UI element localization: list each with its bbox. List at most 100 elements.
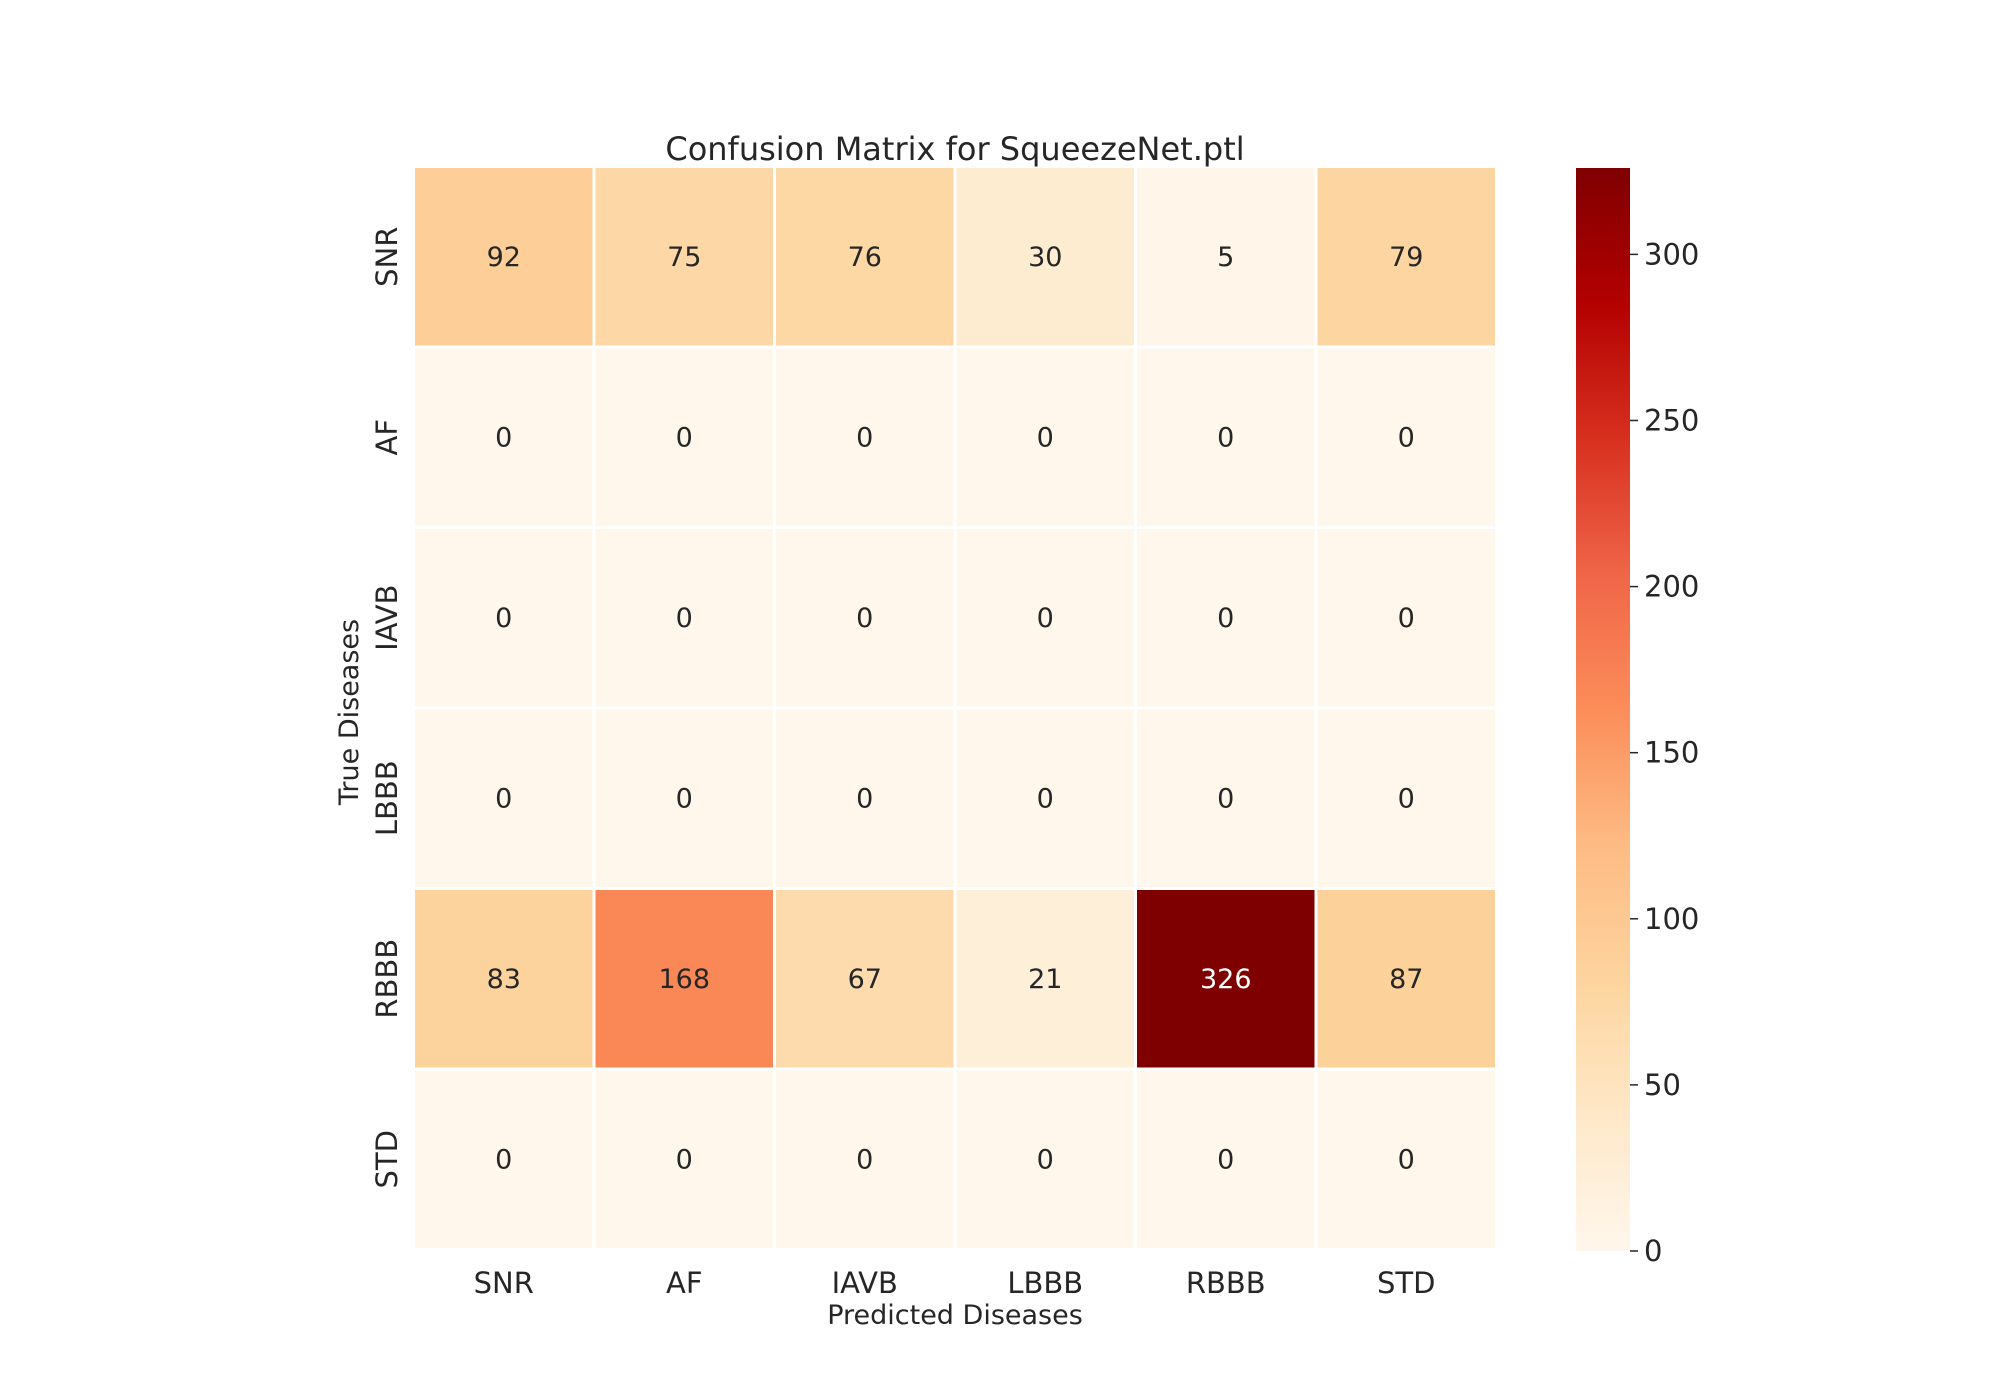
colorbar-tick-label: 200 (1644, 570, 1699, 604)
x-tick-label: RBBB (1186, 1266, 1266, 1300)
cell-value-label: 0 (856, 1144, 873, 1175)
x-tick-label: SNR (474, 1266, 534, 1300)
y-tick-label: LBBB (370, 760, 404, 836)
cell-value-label: 168 (658, 964, 710, 995)
cell-value-label: 0 (1398, 603, 1415, 634)
x-tick-labels: SNR AF IAVB LBBB RBBB STD (474, 1266, 1436, 1300)
heatmap-cell (595, 890, 773, 1068)
cell-value-label: 21 (1028, 964, 1062, 995)
colorbar-tick-label: 250 (1644, 403, 1699, 437)
cell-value-label: 0 (1398, 783, 1415, 814)
cell-value-label: 79 (1389, 242, 1423, 273)
x-tick-label: STD (1377, 1266, 1435, 1300)
heatmap-cell (415, 890, 593, 1068)
heatmap-cell (1137, 1070, 1315, 1248)
heatmap-cell (1137, 709, 1315, 887)
heatmap-cell (1317, 709, 1495, 887)
cell-value-label: 0 (676, 1144, 693, 1175)
y-tick-label: AF (370, 419, 404, 456)
cell-value-label: 30 (1028, 242, 1062, 273)
cell-value-label: 5 (1217, 242, 1234, 273)
colorbar-tick-label: 100 (1644, 902, 1699, 936)
y-tick-label: RBBB (370, 939, 404, 1019)
cell-value-label: 0 (1037, 603, 1054, 634)
heatmap-cell (1317, 348, 1495, 526)
heatmap-cell (1137, 348, 1315, 526)
heatmap-cell (1317, 168, 1495, 346)
x-tick-label: AF (666, 1266, 703, 1300)
cell-value-label: 0 (1398, 1144, 1415, 1175)
cell-value-label: 326 (1200, 964, 1252, 995)
heatmap-cell (415, 529, 593, 707)
cell-value-label: 67 (848, 964, 882, 995)
cell-value-label: 0 (495, 603, 512, 634)
cell-value-label: 87 (1389, 964, 1423, 995)
cell-value-label: 0 (1037, 422, 1054, 453)
colorbar-tick-label: 0 (1644, 1234, 1662, 1268)
heatmap-cell (415, 168, 593, 346)
colorbar-tick-label: 300 (1644, 237, 1699, 271)
heatmap-cell (956, 529, 1134, 707)
heatmap-cell (776, 168, 954, 346)
cell-value-label: 92 (487, 242, 521, 273)
y-axis-label: True Diseases (334, 619, 365, 806)
heatmap-cell (415, 1070, 593, 1248)
y-tick-label: IAVB (370, 585, 404, 651)
heatmap-cells: 92 75 76 30 5 79 0 0 0 0 0 0 0 0 0 0 0 0 0 0 0 0 0 0 83 168 67 21 32… (415, 168, 1495, 1248)
colorbar-ticks: 0 50 100 150 200 250 300 (1630, 237, 1699, 1268)
x-tick-label: IAVB (832, 1266, 898, 1300)
heatmap-cell (415, 709, 593, 887)
cell-value-label: 75 (667, 242, 701, 273)
cell-value-label: 0 (495, 1144, 512, 1175)
cell-value-label: 0 (495, 783, 512, 814)
cell-value-label: 0 (1217, 603, 1234, 634)
heatmap-cell (1137, 529, 1315, 707)
x-axis-label: Predicted Diseases (827, 1300, 1083, 1331)
heatmap-cell (1137, 168, 1315, 346)
heatmap-cell (1317, 529, 1495, 707)
heatmap-cell (776, 709, 954, 887)
cell-value-label: 0 (1037, 783, 1054, 814)
heatmap-cell (956, 1070, 1134, 1248)
heatmap-cell (1317, 890, 1495, 1068)
colorbar-tick-label: 150 (1644, 736, 1699, 770)
heatmap-cell (776, 1070, 954, 1248)
cell-value-label: 76 (848, 242, 882, 273)
cell-value-label: 0 (1037, 1144, 1054, 1175)
y-tick-labels: SNR AF IAVB LBBB RBBB STD (370, 227, 404, 1189)
heatmap-cell (595, 529, 773, 707)
heatmap-cell (956, 709, 1134, 887)
cell-value-label: 0 (856, 603, 873, 634)
heatmap-cell (595, 168, 773, 346)
cell-value-label: 0 (1217, 783, 1234, 814)
y-tick-label: STD (370, 1130, 404, 1188)
x-tick-label: LBBB (1007, 1266, 1083, 1300)
chart-title: Confusion Matrix for SqueezeNet.ptl (665, 130, 1244, 168)
cell-value-label: 0 (676, 783, 693, 814)
heatmap-cell (776, 890, 954, 1068)
heatmap-cell (776, 348, 954, 526)
cell-value-label: 0 (676, 422, 693, 453)
heatmap-cell (776, 529, 954, 707)
heatmap-cell (415, 348, 593, 526)
cell-value-label: 0 (1217, 1144, 1234, 1175)
cell-value-label: 0 (1398, 422, 1415, 453)
colorbar-tick-label: 50 (1644, 1068, 1681, 1102)
cell-value-label: 0 (676, 603, 693, 634)
heatmap-cell (1137, 890, 1315, 1068)
heatmap-cell (956, 890, 1134, 1068)
y-tick-label: SNR (370, 227, 404, 287)
heatmap-cell (595, 709, 773, 887)
heatmap-cell (595, 348, 773, 526)
colorbar (1576, 168, 1630, 1251)
heatmap-cell (956, 168, 1134, 346)
cell-value-label: 0 (495, 422, 512, 453)
cell-value-label: 0 (1217, 422, 1234, 453)
heatmap-cell (1317, 1070, 1495, 1248)
heatmap-cell (956, 348, 1134, 526)
cell-value-label: 0 (856, 422, 873, 453)
heatmap-cell (595, 1070, 773, 1248)
cell-value-label: 83 (487, 964, 521, 995)
cell-value-label: 0 (856, 783, 873, 814)
